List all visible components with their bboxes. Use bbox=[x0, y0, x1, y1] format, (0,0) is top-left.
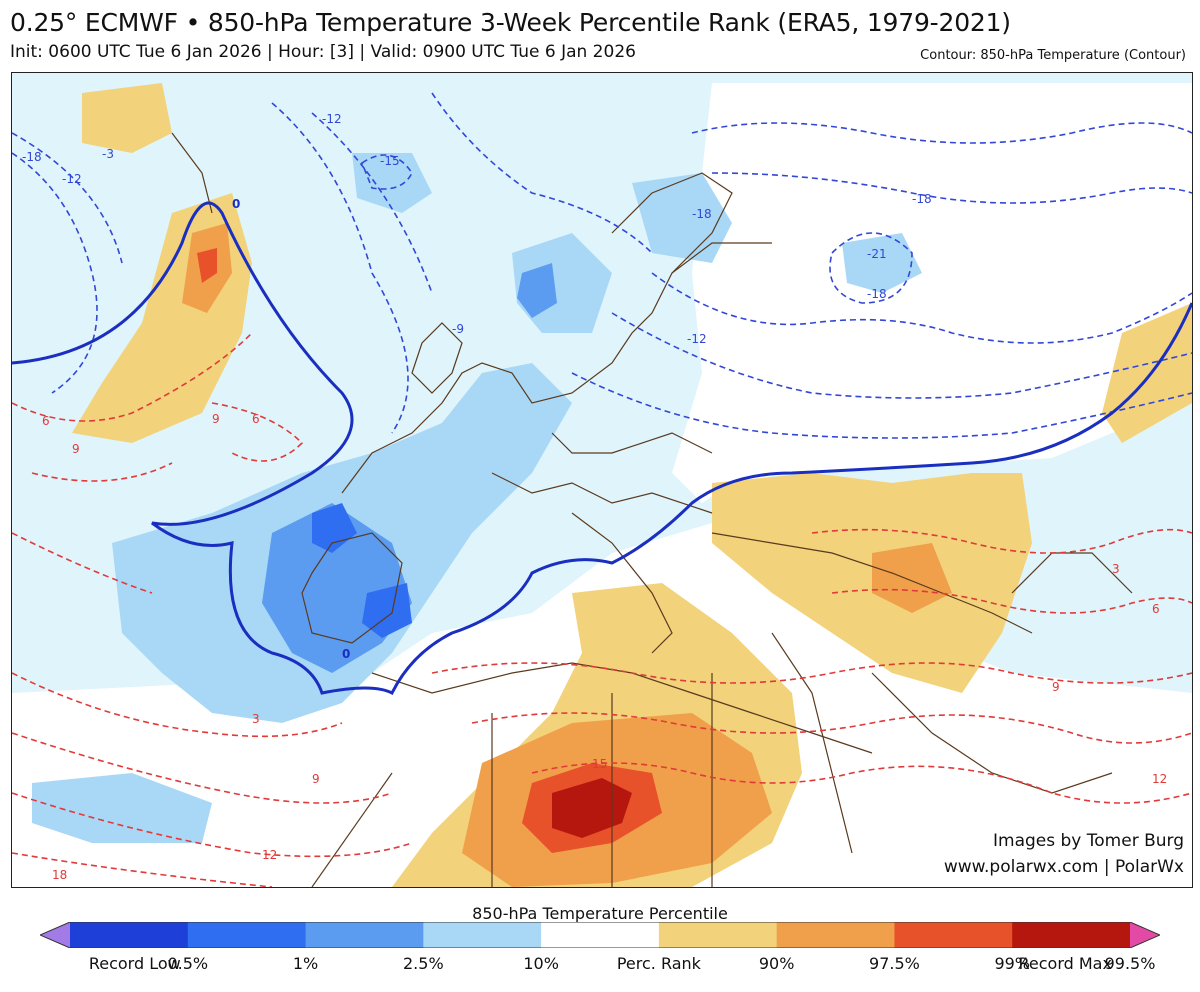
colorbar-segment bbox=[541, 922, 660, 948]
map-subtitle: Init: 0600 UTC Tue 6 Jan 2026 | Hour: [3… bbox=[10, 42, 636, 62]
contour-label-pos9-c: 9 bbox=[312, 772, 320, 786]
colorbar-label: 97.5% bbox=[869, 954, 920, 973]
contour-label-pos6-b: 6 bbox=[42, 414, 50, 428]
contour-label-neg15: -15 bbox=[380, 154, 400, 168]
colorbar-label: 99.5% bbox=[1104, 954, 1156, 973]
cold-shade-russia bbox=[842, 233, 922, 293]
colorbar-label: 1% bbox=[292, 954, 319, 973]
contour-label-neg12-a: -12 bbox=[62, 172, 82, 186]
contour-note: Contour: 850-hPa Temperature (Contour) bbox=[920, 48, 1186, 63]
cold-shade-north-sea bbox=[352, 153, 432, 213]
colorbar-label: Record Max bbox=[1018, 954, 1112, 973]
colorbar-label: 0.5% bbox=[167, 954, 209, 973]
cold-core-norway bbox=[517, 263, 557, 318]
colorbar-segment bbox=[70, 922, 189, 948]
contour-label-neg9: -9 bbox=[452, 322, 464, 336]
contour-label-neg3: -3 bbox=[102, 147, 114, 161]
colorbar-label: 99% bbox=[994, 954, 1030, 973]
credit-website: www.polarwx.com | PolarWx bbox=[943, 857, 1184, 877]
colorbar-label: Perc. Rank bbox=[616, 954, 701, 973]
contour-label-pos3: 3 bbox=[252, 712, 260, 726]
colorbar-segment bbox=[423, 922, 542, 948]
contour-label-neg18-d: -18 bbox=[912, 192, 932, 206]
colorbar-segment bbox=[658, 922, 778, 948]
cold-core-1 bbox=[312, 503, 357, 553]
colorbar-segment bbox=[40, 922, 70, 948]
colorbar-label: 10% bbox=[523, 954, 559, 973]
map-title: 0.25° ECMWF • 850-hPa Temperature 3-Week… bbox=[10, 8, 1011, 37]
contour-label-pos3-b: 3 bbox=[1112, 562, 1120, 576]
contour-label-pos18: 18 bbox=[52, 868, 67, 882]
contour-label-zero-b: 0 bbox=[342, 647, 350, 661]
contour-label-pos9-a: 9 bbox=[212, 412, 220, 426]
colorbar-segment bbox=[305, 922, 424, 948]
contour-label-neg12-b: -12 bbox=[322, 112, 342, 126]
contour-label-pos9-b: 9 bbox=[72, 442, 80, 456]
contour-label-neg18-b: -18 bbox=[692, 207, 712, 221]
colorbar-segment bbox=[776, 922, 895, 948]
contour-label-pos9-d: 9 bbox=[1052, 680, 1060, 694]
colorbar-segment bbox=[894, 922, 1013, 948]
colorbar-title: 850-hPa Temperature Percentile bbox=[472, 904, 728, 923]
cold-core-2 bbox=[362, 583, 412, 638]
contour-label-neg12-c: -12 bbox=[687, 332, 707, 346]
colorbar-label: 2.5% bbox=[403, 954, 444, 973]
warm-contours bbox=[12, 332, 1192, 887]
cold-contours bbox=[12, 92, 1192, 439]
contour-label-group: -18 -12 -12 -15 -18 -21 -18 -18 -12 -3 -… bbox=[22, 112, 1167, 882]
colorbar-labels: Record Low 0.5% 1% 2.5% 10% Perc. Rank 90% 97.5… bbox=[0, 954, 1200, 978]
colorbar-segment bbox=[1130, 922, 1160, 948]
warm-core-atlantic bbox=[197, 248, 217, 283]
zero-contour bbox=[12, 201, 1192, 696]
colorbar-segments bbox=[40, 922, 1160, 948]
colorbar-label: Record Low bbox=[88, 954, 181, 973]
normal-region-east bbox=[672, 83, 1192, 503]
cold-shade-atlantic bbox=[32, 773, 212, 843]
contour-label-zero-a: 0 bbox=[232, 197, 240, 211]
colorbar bbox=[40, 922, 1160, 948]
colorbar-segment bbox=[1012, 922, 1131, 948]
colorbar-label: 90% bbox=[758, 954, 795, 973]
coastlines bbox=[171, 132, 1133, 887]
contour-label-neg18-a: -18 bbox=[22, 150, 42, 164]
warm-shade-turkey bbox=[872, 543, 952, 613]
contour-label-neg18-c: -18 bbox=[867, 287, 887, 301]
cold-shade-finland bbox=[632, 173, 732, 263]
contour-label-neg21: -21 bbox=[867, 247, 887, 261]
map-canvas: -18 -12 -12 -15 -18 -21 -18 -18 -12 -3 -… bbox=[12, 73, 1192, 887]
warm-shade-caspian bbox=[1102, 303, 1192, 443]
contour-label-pos6-a: 6 bbox=[252, 412, 260, 426]
credit-author: Images by Tomer Burg bbox=[993, 831, 1184, 851]
warm-shade-greenland bbox=[82, 83, 172, 153]
map-panel: -18 -12 -12 -15 -18 -21 -18 -18 -12 -3 -… bbox=[11, 72, 1193, 888]
colorbar-segment bbox=[187, 922, 307, 948]
contour-label-pos12-b: 12 bbox=[1152, 772, 1167, 786]
contour-label-pos12-a: 12 bbox=[262, 848, 277, 862]
contour-label-pos15: 15 bbox=[592, 757, 607, 771]
contour-label-pos6-c: 6 bbox=[1152, 602, 1160, 616]
